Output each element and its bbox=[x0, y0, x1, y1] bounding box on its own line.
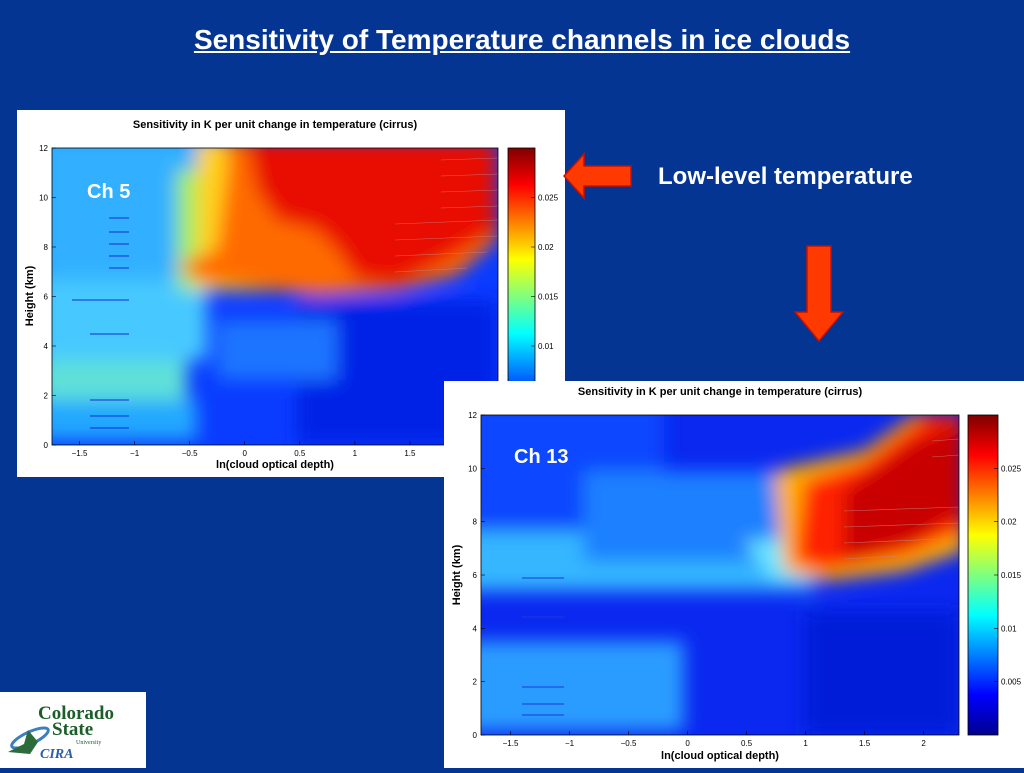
noise-lines bbox=[522, 577, 564, 716]
x-tick-label: −1.5 bbox=[503, 739, 519, 748]
y-tick-label: 8 bbox=[44, 243, 49, 252]
logo-line4: CIRA bbox=[40, 747, 73, 762]
colorbar-ticks: 0.005 0.01 0.015 0.02 0.025 bbox=[994, 464, 1022, 687]
down-arrow-icon bbox=[793, 245, 845, 343]
x-tick-label: 2 bbox=[921, 739, 926, 748]
x-tick-label: 0 bbox=[685, 739, 690, 748]
colorbar-tick-label: 0.02 bbox=[538, 243, 554, 252]
x-axis-label: ln(cloud optical depth) bbox=[216, 459, 334, 471]
x-tick-label: 0 bbox=[242, 449, 247, 458]
y-axis-label: Height (km) bbox=[451, 544, 463, 605]
y-tick-label: 4 bbox=[473, 624, 478, 633]
x-tick-label: 1 bbox=[803, 739, 808, 748]
colorbar-tick-label: 0.02 bbox=[1001, 518, 1017, 527]
colorbar-tick-label: 0.01 bbox=[1001, 624, 1017, 633]
x-tick-label: −1.5 bbox=[72, 449, 88, 458]
logo-line2: State bbox=[52, 719, 93, 740]
colorbar-tick-label: 0.01 bbox=[538, 342, 554, 351]
heatmap-chart-ch5: Sensitivity in K per unit change in temp… bbox=[24, 119, 559, 471]
chart-title: Sensitivity in K per unit change in temp… bbox=[133, 119, 418, 131]
y-tick-label: 2 bbox=[473, 678, 478, 687]
x-tick-label: 0.5 bbox=[294, 449, 306, 458]
y-axis-ticks: 0 2 4 6 8 10 12 bbox=[468, 411, 485, 740]
colorbar bbox=[967, 414, 999, 736]
x-tick-label: 0.5 bbox=[741, 739, 753, 748]
y-tick-label: 4 bbox=[44, 342, 49, 351]
channel-label: Ch 5 bbox=[87, 181, 130, 203]
y-tick-label: 8 bbox=[473, 518, 478, 527]
y-tick-label: 2 bbox=[44, 392, 49, 401]
heatmap-chart-ch13: Sensitivity in K per unit change in temp… bbox=[451, 386, 1022, 762]
heatmap-field bbox=[481, 415, 959, 735]
noise-lines bbox=[72, 217, 129, 429]
x-tick-label: −0.5 bbox=[621, 739, 637, 748]
callout-low-level-temperature: Low-level temperature bbox=[658, 163, 913, 190]
logo-line1: Colorado bbox=[38, 703, 114, 724]
x-tick-label: 1.5 bbox=[404, 449, 416, 458]
x-tick-label: 1 bbox=[353, 449, 358, 458]
y-tick-label: 12 bbox=[468, 411, 477, 420]
x-tick-label: 1.5 bbox=[859, 739, 871, 748]
channel-label: Ch 13 bbox=[514, 446, 568, 468]
colorbar-ticks: 0.01 0.015 0.02 0.025 bbox=[531, 194, 559, 351]
slide-title: Sensitivity of Temperature channels in i… bbox=[193, 24, 851, 55]
y-axis-label: Height (km) bbox=[24, 265, 36, 326]
y-tick-label: 0 bbox=[44, 441, 49, 450]
heatmap-field bbox=[52, 148, 498, 445]
colorbar-tick-label: 0.015 bbox=[1001, 571, 1022, 580]
colorbar-tick-label: 0.005 bbox=[1001, 678, 1022, 687]
colorbar-tick-label: 0.025 bbox=[538, 194, 559, 203]
colorado-state-cira-logo: Colorado State University CIRA bbox=[8, 703, 114, 762]
logo-line3: University bbox=[76, 740, 101, 746]
x-axis-ticks: −1.5 −1 −0.5 0 0.5 1 1.5 bbox=[72, 441, 416, 458]
logo: Colorado State University CIRA bbox=[0, 692, 146, 768]
y-tick-label: 0 bbox=[473, 731, 478, 740]
y-tick-label: 10 bbox=[39, 194, 48, 203]
x-axis-ticks: −1.5 −1 −0.5 0 0.5 1 1.5 2 bbox=[503, 731, 926, 748]
hatch-lines bbox=[843, 438, 960, 560]
x-tick-label: −1 bbox=[130, 449, 140, 458]
y-tick-label: 6 bbox=[473, 571, 478, 580]
hatch-lines bbox=[394, 157, 499, 273]
y-tick-label: 12 bbox=[39, 144, 48, 153]
left-arrow-icon bbox=[562, 152, 632, 200]
colorbar-tick-label: 0.015 bbox=[538, 293, 559, 302]
chart-panel-ch5: Sensitivity in K per unit change in temp… bbox=[17, 110, 565, 477]
chart-panel-ch13: Sensitivity in K per unit change in temp… bbox=[444, 381, 1024, 768]
x-tick-label: −0.5 bbox=[182, 449, 198, 458]
x-tick-label: −1 bbox=[565, 739, 575, 748]
y-tick-label: 10 bbox=[468, 464, 477, 473]
chart-title: Sensitivity in K per unit change in temp… bbox=[578, 386, 863, 398]
x-axis-label: ln(cloud optical depth) bbox=[661, 750, 779, 762]
colorbar-tick-label: 0.025 bbox=[1001, 464, 1022, 473]
y-axis-ticks: 0 2 4 6 8 10 12 bbox=[39, 144, 56, 450]
y-tick-label: 6 bbox=[44, 293, 49, 302]
